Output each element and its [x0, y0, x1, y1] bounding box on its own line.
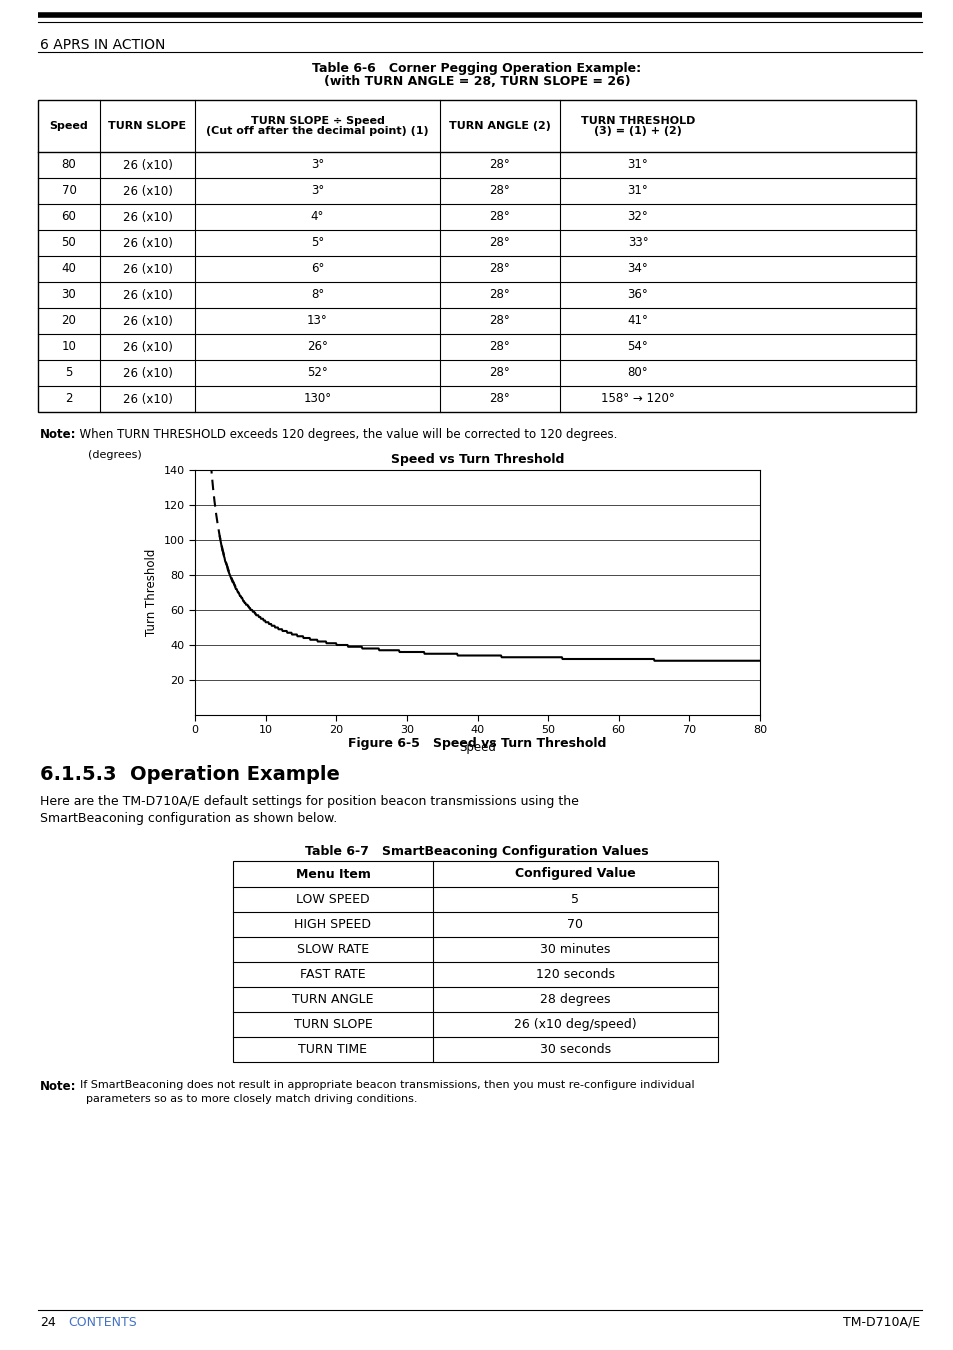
- Y-axis label: Turn Threshold: Turn Threshold: [145, 549, 158, 636]
- Text: 26 (x10): 26 (x10): [122, 393, 172, 405]
- Text: 20: 20: [62, 315, 76, 328]
- Text: CONTENTS: CONTENTS: [68, 1315, 136, 1328]
- Text: 6°: 6°: [311, 262, 324, 275]
- Text: 32°: 32°: [627, 211, 648, 224]
- Text: 10: 10: [62, 340, 76, 354]
- Text: TURN ANGLE: TURN ANGLE: [292, 994, 374, 1006]
- Text: 26 (x10 deg/speed): 26 (x10 deg/speed): [514, 1018, 637, 1031]
- Text: 52°: 52°: [307, 366, 328, 379]
- Text: 36°: 36°: [627, 289, 648, 301]
- Text: 28°: 28°: [489, 262, 510, 275]
- Text: 13°: 13°: [307, 315, 328, 328]
- Text: 31°: 31°: [627, 185, 648, 197]
- Text: TURN TIME: TURN TIME: [298, 1044, 367, 1056]
- Text: 41°: 41°: [627, 315, 648, 328]
- Text: When TURN THRESHOLD exceeds 120 degrees, the value will be corrected to 120 degr: When TURN THRESHOLD exceeds 120 degrees,…: [71, 428, 617, 441]
- Text: (degrees): (degrees): [88, 450, 141, 460]
- Text: 130°: 130°: [303, 393, 332, 405]
- Text: 28°: 28°: [489, 366, 510, 379]
- Text: 28°: 28°: [489, 158, 510, 171]
- Text: 2: 2: [65, 393, 72, 405]
- X-axis label: Speed: Speed: [458, 741, 496, 753]
- Text: 31°: 31°: [627, 158, 648, 171]
- Text: 28°: 28°: [489, 185, 510, 197]
- Text: (with TURN ANGLE = 28, TURN SLOPE = 26): (with TURN ANGLE = 28, TURN SLOPE = 26): [323, 76, 630, 88]
- Text: 6 APRS IN ACTION: 6 APRS IN ACTION: [40, 38, 165, 53]
- Text: 5: 5: [571, 892, 578, 906]
- Text: 26 (x10): 26 (x10): [122, 262, 172, 275]
- Text: Figure 6-5   Speed vs Turn Threshold: Figure 6-5 Speed vs Turn Threshold: [348, 737, 605, 751]
- Text: 28°: 28°: [489, 393, 510, 405]
- Text: LOW SPEED: LOW SPEED: [295, 892, 370, 906]
- Text: parameters so as to more closely match driving conditions.: parameters so as to more closely match d…: [86, 1094, 417, 1104]
- Text: 3°: 3°: [311, 158, 324, 171]
- Text: (3) = (1) + (2): (3) = (1) + (2): [594, 126, 681, 136]
- Text: 26 (x10): 26 (x10): [122, 211, 172, 224]
- Text: 28 degrees: 28 degrees: [539, 994, 610, 1006]
- Text: 8°: 8°: [311, 289, 324, 301]
- Text: 28°: 28°: [489, 289, 510, 301]
- Text: 80: 80: [62, 158, 76, 171]
- Text: 5°: 5°: [311, 236, 324, 250]
- Bar: [38, 100, 915, 412]
- Text: 33°: 33°: [627, 236, 648, 250]
- Text: 26 (x10): 26 (x10): [122, 366, 172, 379]
- Text: Note:: Note:: [40, 428, 76, 441]
- Text: Table 6-6   Corner Pegging Operation Example:: Table 6-6 Corner Pegging Operation Examp…: [313, 62, 640, 76]
- Text: 28°: 28°: [489, 211, 510, 224]
- Text: (Cut off after the decimal point) (1): (Cut off after the decimal point) (1): [206, 126, 428, 136]
- Text: 3°: 3°: [311, 185, 324, 197]
- Text: TURN SLOPE: TURN SLOPE: [294, 1018, 372, 1031]
- Text: TURN THRESHOLD: TURN THRESHOLD: [580, 116, 695, 126]
- Text: HIGH SPEED: HIGH SPEED: [294, 918, 371, 932]
- Text: Note:: Note:: [40, 1080, 76, 1094]
- Text: 70: 70: [567, 918, 583, 932]
- Text: Configured Value: Configured Value: [515, 868, 636, 880]
- Text: 6.1.5.3  Operation Example: 6.1.5.3 Operation Example: [40, 765, 339, 784]
- Text: SLOW RATE: SLOW RATE: [296, 944, 369, 956]
- Text: 4°: 4°: [311, 211, 324, 224]
- Text: TURN ANGLE (2): TURN ANGLE (2): [449, 122, 551, 131]
- Text: FAST RATE: FAST RATE: [300, 968, 365, 981]
- Text: 28°: 28°: [489, 315, 510, 328]
- Text: SmartBeaconing configuration as shown below.: SmartBeaconing configuration as shown be…: [40, 811, 337, 825]
- Text: 70: 70: [62, 185, 76, 197]
- Text: Speed: Speed: [50, 122, 89, 131]
- Text: 50: 50: [62, 236, 76, 250]
- Text: 80°: 80°: [627, 366, 648, 379]
- Text: 26 (x10): 26 (x10): [122, 158, 172, 171]
- Text: 26 (x10): 26 (x10): [122, 289, 172, 301]
- Text: 34°: 34°: [627, 262, 648, 275]
- Text: 26 (x10): 26 (x10): [122, 315, 172, 328]
- Text: Table 6-7   SmartBeaconing Configuration Values: Table 6-7 SmartBeaconing Configuration V…: [305, 845, 648, 859]
- Text: 26°: 26°: [307, 340, 328, 354]
- Text: 120 seconds: 120 seconds: [536, 968, 615, 981]
- Text: 28°: 28°: [489, 236, 510, 250]
- Text: 26 (x10): 26 (x10): [122, 236, 172, 250]
- Text: TM-D710A/E: TM-D710A/E: [842, 1315, 919, 1328]
- Text: 40: 40: [62, 262, 76, 275]
- Text: 30: 30: [62, 289, 76, 301]
- Title: Speed vs Turn Threshold: Speed vs Turn Threshold: [391, 454, 563, 466]
- Text: 30 seconds: 30 seconds: [539, 1044, 611, 1056]
- Text: TURN SLOPE: TURN SLOPE: [109, 122, 187, 131]
- Text: TURN SLOPE ÷ Speed: TURN SLOPE ÷ Speed: [251, 116, 384, 126]
- Text: 60: 60: [62, 211, 76, 224]
- Text: Here are the TM-D710A/E default settings for position beacon transmissions using: Here are the TM-D710A/E default settings…: [40, 795, 578, 809]
- Text: 28°: 28°: [489, 340, 510, 354]
- Text: 26 (x10): 26 (x10): [122, 185, 172, 197]
- Text: 158° → 120°: 158° → 120°: [600, 393, 674, 405]
- Text: 54°: 54°: [627, 340, 648, 354]
- Text: 30 minutes: 30 minutes: [539, 944, 610, 956]
- Text: 26 (x10): 26 (x10): [122, 340, 172, 354]
- Text: Menu Item: Menu Item: [295, 868, 370, 880]
- Text: If SmartBeaconing does not result in appropriate beacon transmissions, then you : If SmartBeaconing does not result in app…: [73, 1080, 694, 1089]
- Text: 24: 24: [40, 1315, 55, 1328]
- Bar: [233, 861, 718, 1062]
- Text: 5: 5: [65, 366, 72, 379]
